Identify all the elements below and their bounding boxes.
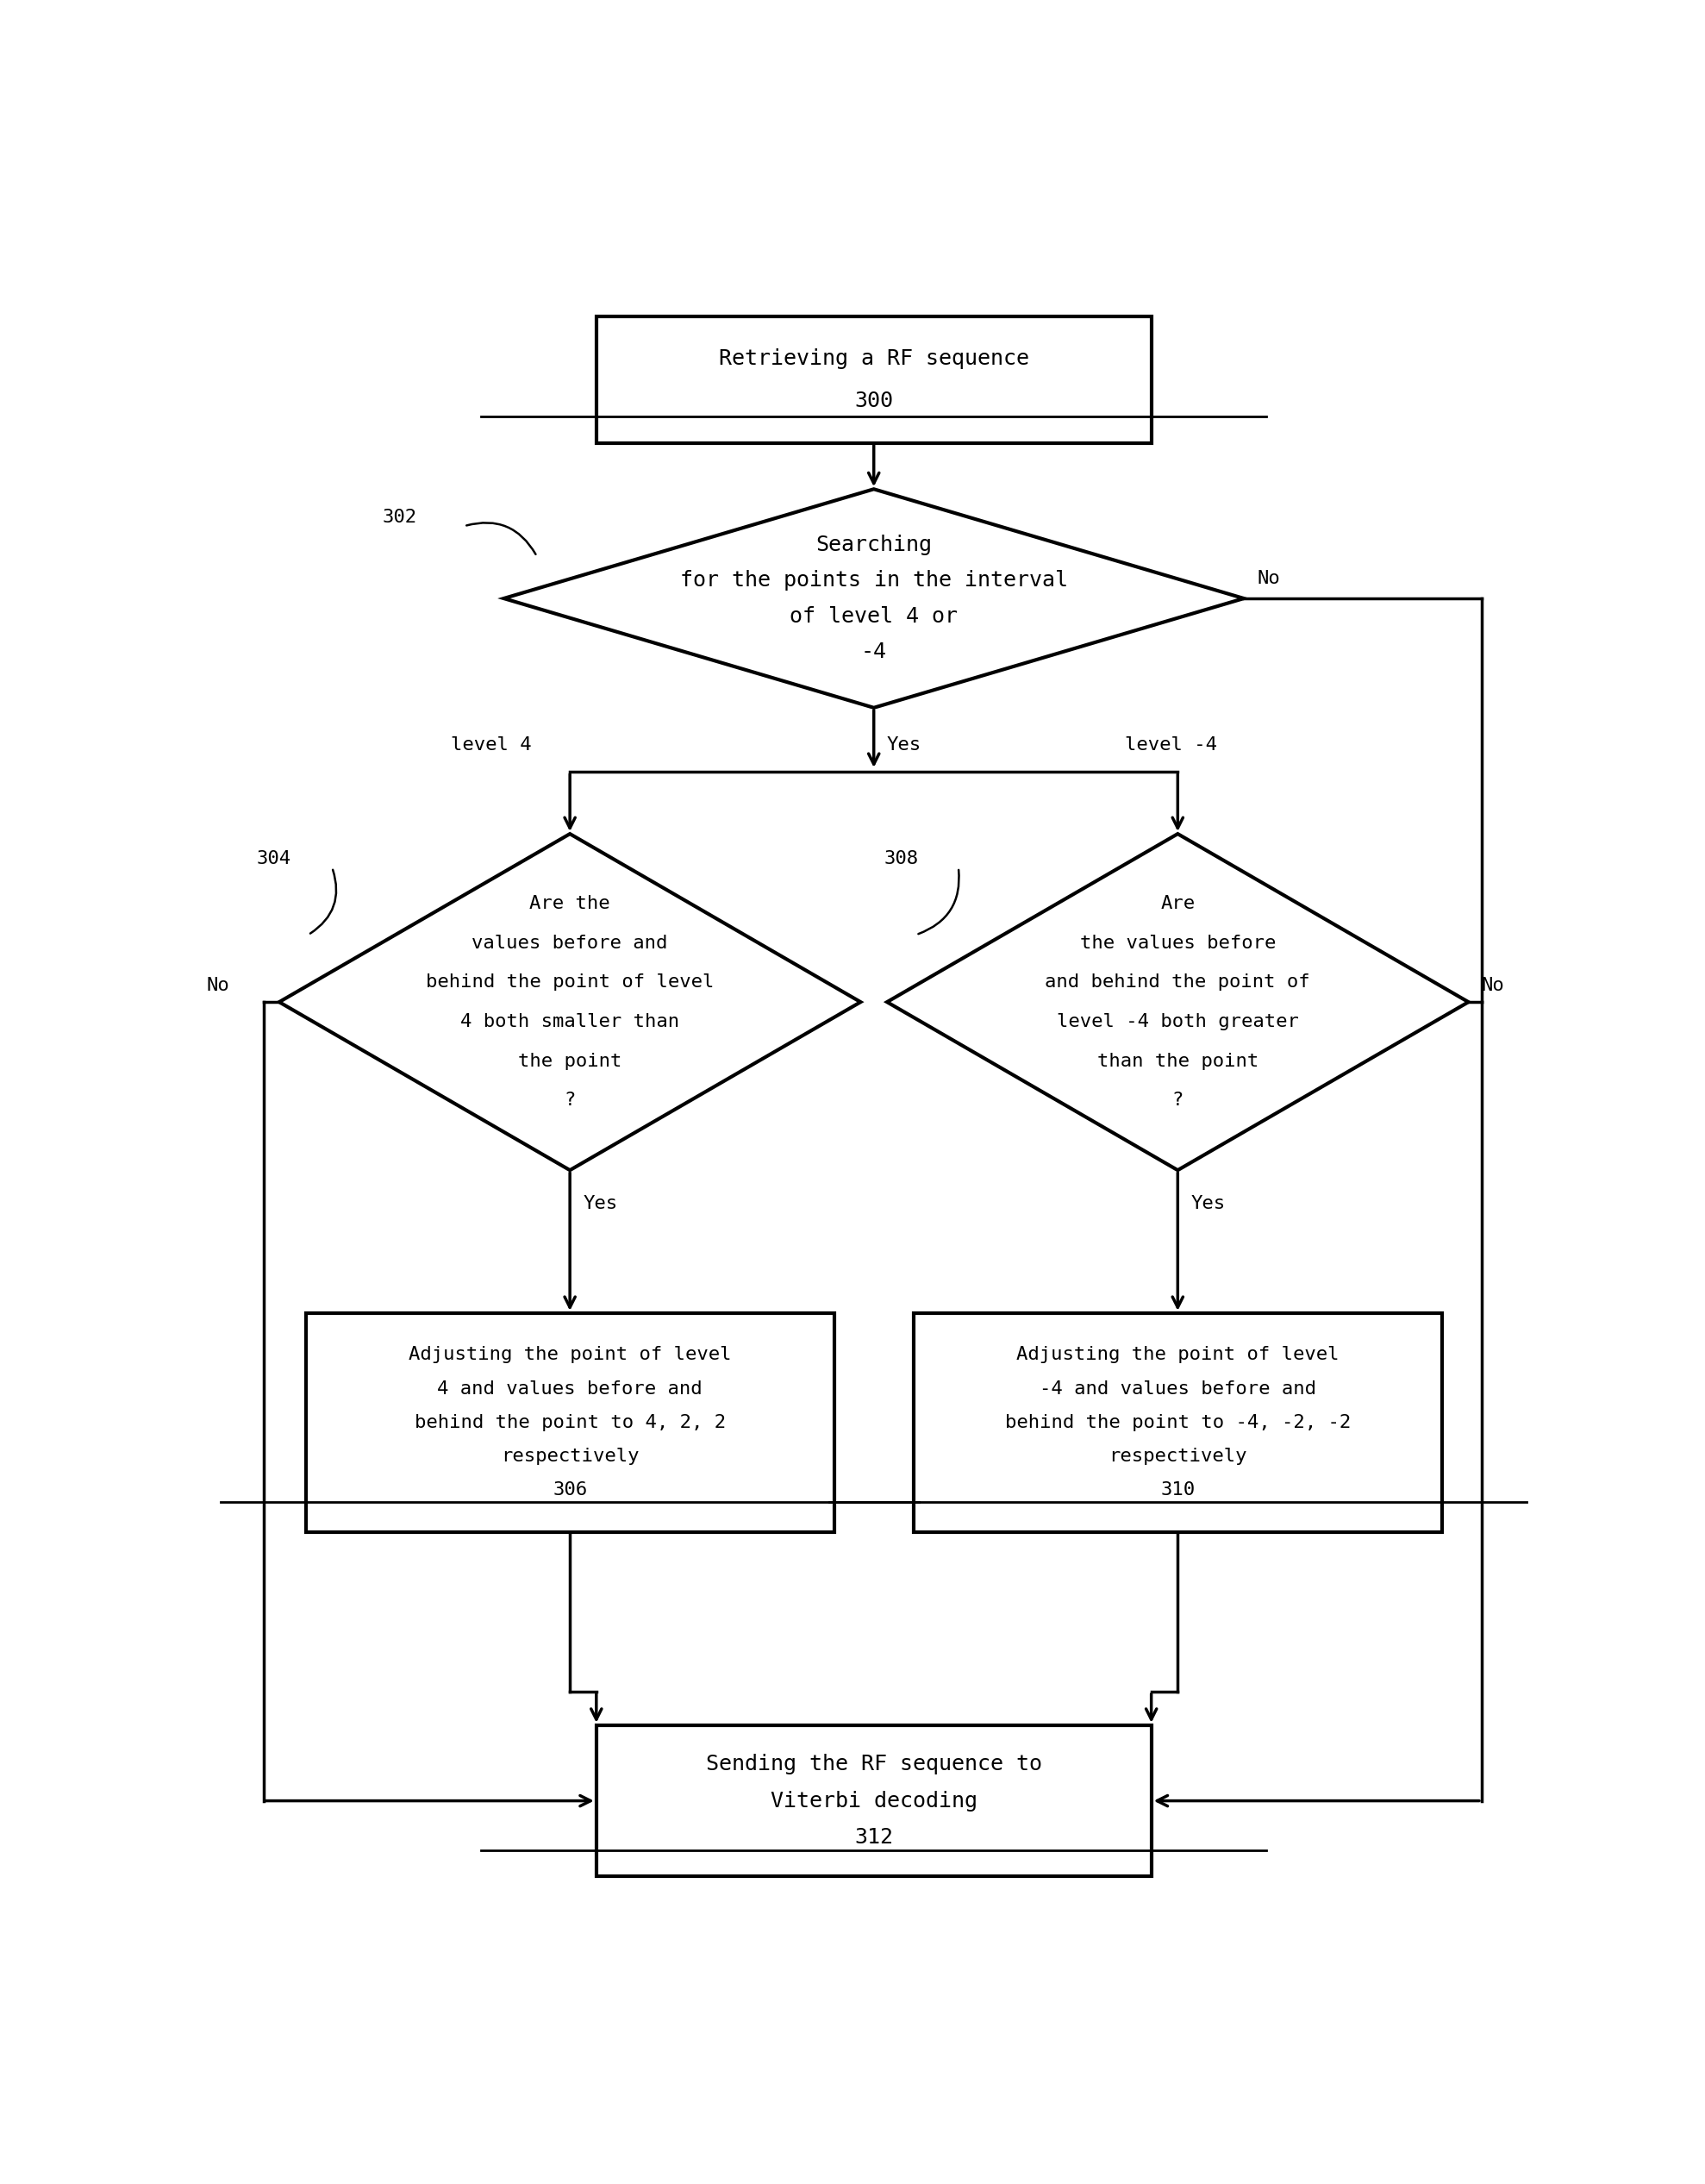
Text: 302: 302 (382, 509, 416, 526)
Text: 4 both smaller than: 4 both smaller than (460, 1013, 679, 1031)
Text: respectively: respectively (501, 1448, 639, 1465)
Text: Sending the RF sequence to: Sending the RF sequence to (706, 1754, 1042, 1773)
Text: level 4: level 4 (450, 736, 532, 753)
Text: Yes: Yes (1190, 1195, 1226, 1212)
Text: behind the point of level: behind the point of level (426, 974, 714, 992)
Text: values before and: values before and (472, 935, 668, 952)
Text: No: No (1257, 570, 1280, 587)
Text: Adjusting the point of level: Adjusting the point of level (1016, 1345, 1338, 1363)
Text: the values before: the values before (1079, 935, 1275, 952)
Text: ?: ? (1171, 1092, 1183, 1109)
Text: 306: 306 (552, 1481, 587, 1498)
Text: -4 and values before and: -4 and values before and (1040, 1380, 1316, 1398)
Polygon shape (280, 834, 861, 1171)
Text: for the points in the interval: for the points in the interval (680, 570, 1067, 592)
Text: Retrieving a RF sequence: Retrieving a RF sequence (718, 347, 1030, 369)
Polygon shape (887, 834, 1468, 1171)
Text: 304: 304 (257, 850, 292, 867)
Text: than the point: than the point (1096, 1053, 1258, 1070)
Text: 308: 308 (885, 850, 919, 867)
Text: 312: 312 (854, 1828, 893, 1848)
Text: Are: Are (1161, 895, 1195, 913)
Text: behind the point to 4, 2, 2: behind the point to 4, 2, 2 (414, 1413, 726, 1431)
Text: Are the: Are the (530, 895, 610, 913)
Text: -4: -4 (861, 642, 887, 662)
Bar (305, 1313, 834, 1531)
Text: Viterbi decoding: Viterbi decoding (771, 1791, 977, 1811)
Text: and behind the point of: and behind the point of (1045, 974, 1311, 992)
Polygon shape (505, 489, 1245, 708)
Text: the point: the point (518, 1053, 622, 1070)
Text: respectively: respectively (1108, 1448, 1246, 1465)
Text: Searching: Searching (815, 535, 933, 555)
Text: behind the point to -4, -2, -2: behind the point to -4, -2, -2 (1004, 1413, 1350, 1431)
Bar (914, 1313, 1442, 1531)
Text: No: No (1482, 976, 1506, 994)
Text: Yes: Yes (887, 736, 922, 753)
Text: 4 and values before and: 4 and values before and (436, 1380, 702, 1398)
Bar (597, 1725, 1151, 1876)
Text: ?: ? (564, 1092, 576, 1109)
Text: of level 4 or: of level 4 or (789, 605, 958, 627)
Bar (597, 317, 1151, 443)
Text: Adjusting the point of level: Adjusting the point of level (409, 1345, 731, 1363)
Text: level -4 both greater: level -4 both greater (1057, 1013, 1299, 1031)
Text: No: No (206, 976, 230, 994)
Text: 310: 310 (1161, 1481, 1195, 1498)
Text: level -4: level -4 (1125, 736, 1217, 753)
Text: Yes: Yes (583, 1195, 617, 1212)
Text: 300: 300 (854, 391, 893, 411)
